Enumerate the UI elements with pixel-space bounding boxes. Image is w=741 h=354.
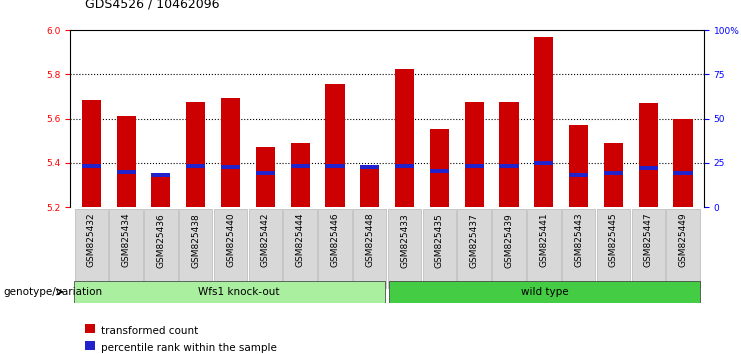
- FancyBboxPatch shape: [631, 209, 665, 289]
- Text: GSM825439: GSM825439: [505, 213, 514, 268]
- Bar: [325, 164, 345, 168]
- Text: genotype/variation: genotype/variation: [3, 287, 102, 297]
- Bar: [465, 164, 484, 168]
- Bar: [151, 177, 170, 207]
- Bar: [256, 147, 275, 207]
- FancyBboxPatch shape: [318, 209, 352, 289]
- FancyBboxPatch shape: [457, 209, 491, 289]
- Text: wild type: wild type: [521, 287, 568, 297]
- FancyBboxPatch shape: [214, 209, 247, 289]
- Bar: [604, 143, 623, 207]
- Text: GSM825444: GSM825444: [296, 213, 305, 267]
- Bar: [395, 69, 414, 207]
- Bar: [430, 129, 449, 207]
- Bar: [186, 164, 205, 168]
- Text: GSM825432: GSM825432: [87, 213, 96, 268]
- Text: GSM825446: GSM825446: [330, 213, 339, 268]
- Bar: [395, 164, 414, 168]
- Bar: [116, 116, 136, 207]
- Text: transformed count: transformed count: [101, 326, 198, 336]
- FancyBboxPatch shape: [492, 209, 525, 289]
- Bar: [639, 103, 658, 207]
- Text: GSM825438: GSM825438: [191, 213, 200, 268]
- Bar: [534, 37, 554, 207]
- FancyBboxPatch shape: [666, 209, 700, 289]
- Bar: [151, 173, 170, 177]
- Bar: [290, 143, 310, 207]
- Text: GDS4526 / 10462096: GDS4526 / 10462096: [85, 0, 220, 11]
- Bar: [674, 119, 693, 207]
- Bar: [674, 171, 693, 175]
- FancyBboxPatch shape: [144, 209, 178, 289]
- Text: GSM825443: GSM825443: [574, 213, 583, 268]
- FancyBboxPatch shape: [75, 209, 108, 289]
- Bar: [221, 98, 240, 207]
- Text: GSM825448: GSM825448: [365, 213, 374, 268]
- FancyBboxPatch shape: [562, 209, 595, 289]
- FancyBboxPatch shape: [110, 209, 143, 289]
- Bar: [360, 165, 379, 169]
- Bar: [116, 170, 136, 174]
- Bar: [256, 171, 275, 175]
- Text: GSM825442: GSM825442: [261, 213, 270, 267]
- Bar: [569, 125, 588, 207]
- Bar: [534, 161, 554, 165]
- FancyBboxPatch shape: [284, 209, 317, 289]
- FancyBboxPatch shape: [179, 209, 213, 289]
- Text: GSM825441: GSM825441: [539, 213, 548, 268]
- Text: GSM825437: GSM825437: [470, 213, 479, 268]
- FancyBboxPatch shape: [388, 209, 422, 289]
- FancyBboxPatch shape: [74, 281, 385, 303]
- Text: GSM825440: GSM825440: [226, 213, 235, 268]
- Bar: [82, 164, 101, 168]
- Bar: [639, 166, 658, 170]
- FancyBboxPatch shape: [597, 209, 630, 289]
- Bar: [82, 100, 101, 207]
- Text: GSM825445: GSM825445: [609, 213, 618, 268]
- Text: GSM825449: GSM825449: [679, 213, 688, 268]
- Bar: [221, 165, 240, 169]
- FancyBboxPatch shape: [527, 209, 560, 289]
- Bar: [499, 102, 519, 207]
- Text: GSM825436: GSM825436: [156, 213, 165, 268]
- Text: percentile rank within the sample: percentile rank within the sample: [101, 343, 276, 353]
- Bar: [604, 171, 623, 175]
- FancyBboxPatch shape: [353, 209, 387, 289]
- Bar: [499, 164, 519, 168]
- FancyBboxPatch shape: [249, 209, 282, 289]
- Bar: [569, 173, 588, 177]
- Bar: [186, 102, 205, 207]
- Text: GSM825434: GSM825434: [122, 213, 130, 268]
- Bar: [290, 164, 310, 168]
- Bar: [430, 169, 449, 173]
- Bar: [325, 84, 345, 207]
- FancyBboxPatch shape: [422, 209, 456, 289]
- FancyBboxPatch shape: [389, 281, 700, 303]
- Bar: [360, 166, 379, 207]
- Text: GSM825435: GSM825435: [435, 213, 444, 268]
- Text: GSM825447: GSM825447: [644, 213, 653, 268]
- Text: Wfs1 knock-out: Wfs1 knock-out: [198, 287, 279, 297]
- Text: GSM825433: GSM825433: [400, 213, 409, 268]
- Bar: [465, 102, 484, 207]
